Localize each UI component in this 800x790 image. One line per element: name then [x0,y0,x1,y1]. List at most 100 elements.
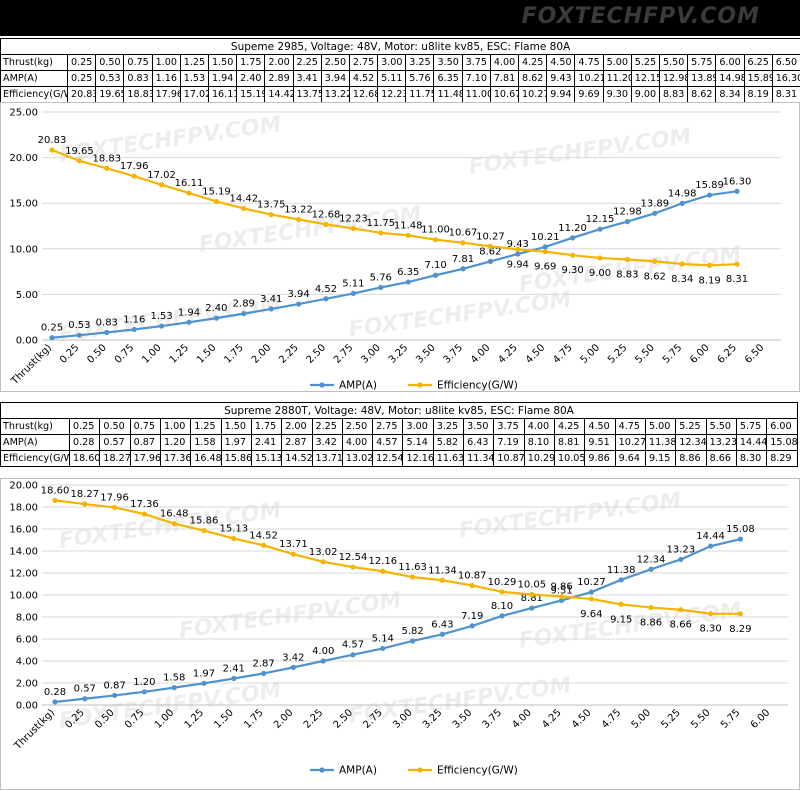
data-point [588,589,595,595]
data-label: 14.44 [696,531,725,542]
data-label: 12.34 [637,554,666,565]
data-point [201,680,207,686]
thrust-table-2880t: Supreme 2880T, Voltage: 48V, Motor: u8li… [0,402,798,467]
legend-marker [417,767,423,773]
data-point [679,200,685,206]
data-label: 10.21 [531,232,560,243]
data-label: 1.53 [150,311,172,322]
table-cell: 5.11 [377,70,407,87]
table-cell: 20.83 [66,86,97,103]
table-cell: 3.94 [320,70,350,87]
table-cell: 5.14 [402,434,434,451]
data-point [652,210,658,216]
data-label: 8.10 [491,601,513,612]
table-cell: 9.00 [630,86,660,103]
table-cell: 0.83 [123,70,153,87]
table-cell: 4.50 [546,54,576,71]
table-cell: 9.51 [584,434,616,451]
data-label: 15.13 [219,524,248,535]
table-cell: 1.16 [151,70,181,87]
table-cell: 7.81 [489,70,520,87]
data-label: 9.64 [580,609,602,620]
data-point [159,323,165,329]
table-cell: 4.25 [554,418,586,435]
data-point [433,272,439,278]
data-label: 0.57 [74,684,96,695]
table-cell: 2.41 [250,434,283,451]
y-tick-label: 8.00 [16,613,38,624]
table-cell: 18.27 [99,450,131,467]
table-cell: 9.86 [584,450,616,467]
table-cell: 17.96 [129,450,161,467]
table-cell: 8.10 [523,434,556,451]
data-label: 8.30 [699,624,721,635]
table-cell: 11.34 [463,450,495,467]
table-cell: 0.25 [66,70,97,87]
table-cell: 8.30 [735,450,768,467]
watermark-logo: FOXTECHFPV.COM [521,4,760,29]
table-cell: 0.25 [69,418,101,435]
table-cell: 6.35 [433,70,463,87]
table-cell: 3.50 [433,54,463,71]
table-cell: 19.65 [95,86,125,103]
table-cell: 2.40 [236,70,266,87]
data-point [320,658,326,664]
data-label: 8.66 [670,620,692,631]
data-label: 2.41 [223,663,245,674]
data-label: 10.05 [517,579,546,590]
table-cell: 15.89 [743,70,773,87]
data-point [652,258,658,264]
data-point [141,511,147,517]
table-cell: 1.50 [220,418,252,435]
table-cell: 11.38 [644,434,677,451]
table-cell: 1.53 [179,70,209,87]
data-label: 11.75 [366,218,395,229]
y-tick-label: 25.00 [9,108,38,119]
data-point [350,225,356,232]
table-cell: 1.25 [190,418,222,435]
data-label: 13.75 [257,200,286,211]
data-label: 17.36 [130,499,159,510]
table-cell: 11.75 [405,86,435,103]
table-cell: 15.19 [236,86,266,103]
table-cell: 4.00 [523,418,556,435]
data-label: 7.81 [452,254,474,265]
data-point [296,216,302,223]
data-point [515,251,521,257]
data-label: 1.94 [178,307,200,318]
data-point [515,246,521,252]
legend-marker [417,382,423,388]
series-line [51,149,738,267]
table-cell: 6.50 [771,54,800,71]
data-label: 0.28 [44,687,66,698]
table-cell: 4.57 [372,434,404,451]
data-point [104,329,110,336]
table-cell: 3.50 [463,418,495,435]
data-point [487,243,493,249]
table-cell: 12.54 [372,450,404,467]
data-label: 17.02 [147,170,176,181]
data-label: 0.25 [41,323,63,334]
data-point [141,689,147,695]
table-cell: 1.00 [159,418,192,435]
table-cell: 6.00 [766,418,798,435]
table-cell: 5.50 [705,418,737,435]
table-cell: 12.98 [658,70,689,87]
table-cell: 4.00 [489,54,520,71]
table-cell: 3.41 [292,70,322,87]
table-cell: 15.08 [766,434,798,451]
data-point [570,235,576,241]
table-title: Supeme 2985, Voltage: 48V, Motor: u8lite… [0,38,800,55]
y-tick-label: 10.00 [9,591,38,602]
data-label: 13.71 [279,539,308,550]
data-point [49,147,55,153]
data-point [213,198,219,205]
data-point [112,692,118,699]
data-label: 10.87 [458,570,487,581]
table-row: Efficiency(G/W) 18.60 18.27 17.96 17.36 16.48… [0,450,798,467]
data-label: 1.58 [163,673,185,684]
y-tick-label: 12.00 [9,569,38,580]
y-tick-label: 18.00 [9,503,38,514]
data-point [350,652,356,658]
thrust-table-2985: Supeme 2985, Voltage: 48V, Motor: u8lite… [0,38,800,103]
